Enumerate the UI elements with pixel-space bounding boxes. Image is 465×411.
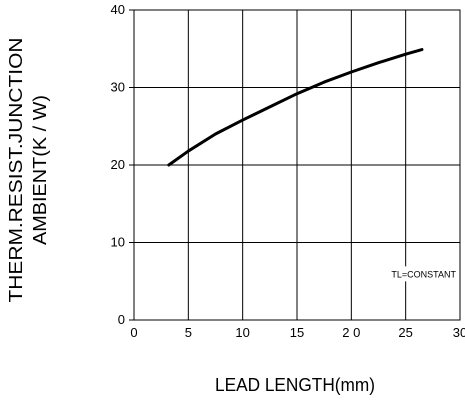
x-tick-label-5: 5: [185, 325, 192, 340]
annotation-tl-constant: TL=CONSTANT: [391, 269, 456, 279]
data-point-2: [214, 133, 217, 135]
y-tick-label-0: 0: [118, 312, 125, 327]
data-point-10: [421, 48, 423, 51]
x-tick-label-0: 0: [130, 325, 137, 340]
series-line: [167, 48, 424, 167]
annotation-group: TL=CONSTANT: [368, 266, 456, 282]
grid: [134, 10, 460, 320]
data-point-0: [167, 164, 170, 166]
y-tick-label-20: 20: [111, 157, 125, 172]
x-tick-label-25: 25: [398, 325, 412, 340]
x-axis-title: LEAD LENGTH(mm): [215, 375, 375, 395]
data-point-8: [377, 61, 380, 64]
y-tick-label-10: 10: [111, 235, 125, 250]
y-axis-title-line-1: THERM.RESIST.JUNCTION: [6, 38, 26, 303]
annotation-background: [368, 266, 454, 282]
data-point-4: [269, 106, 271, 108]
x-tick-label-30: 30: [453, 325, 465, 340]
plot-frame: [129, 9, 461, 321]
x-tick-label-20: 2 0: [342, 325, 360, 340]
data-point-7: [350, 71, 353, 73]
data-point-6: [323, 81, 325, 83]
x-tick-label-15: 15: [290, 325, 304, 340]
y-tick-label-40: 40: [111, 2, 125, 17]
data-point-1: [187, 150, 190, 152]
series-group: [167, 48, 424, 167]
data-point-5: [296, 92, 298, 95]
y-tick-label-30: 30: [111, 80, 125, 95]
data-point-3: [241, 119, 244, 121]
y-axis-title: THERM.RESIST.JUNCTION AMBIENT(K / W): [6, 38, 50, 303]
y-axis-title-line-2: AMBIENT(K / W): [30, 95, 50, 245]
plot-border: [133, 9, 461, 321]
data-point-9: [404, 53, 407, 55]
x-tick-label-10: 10: [235, 325, 249, 340]
